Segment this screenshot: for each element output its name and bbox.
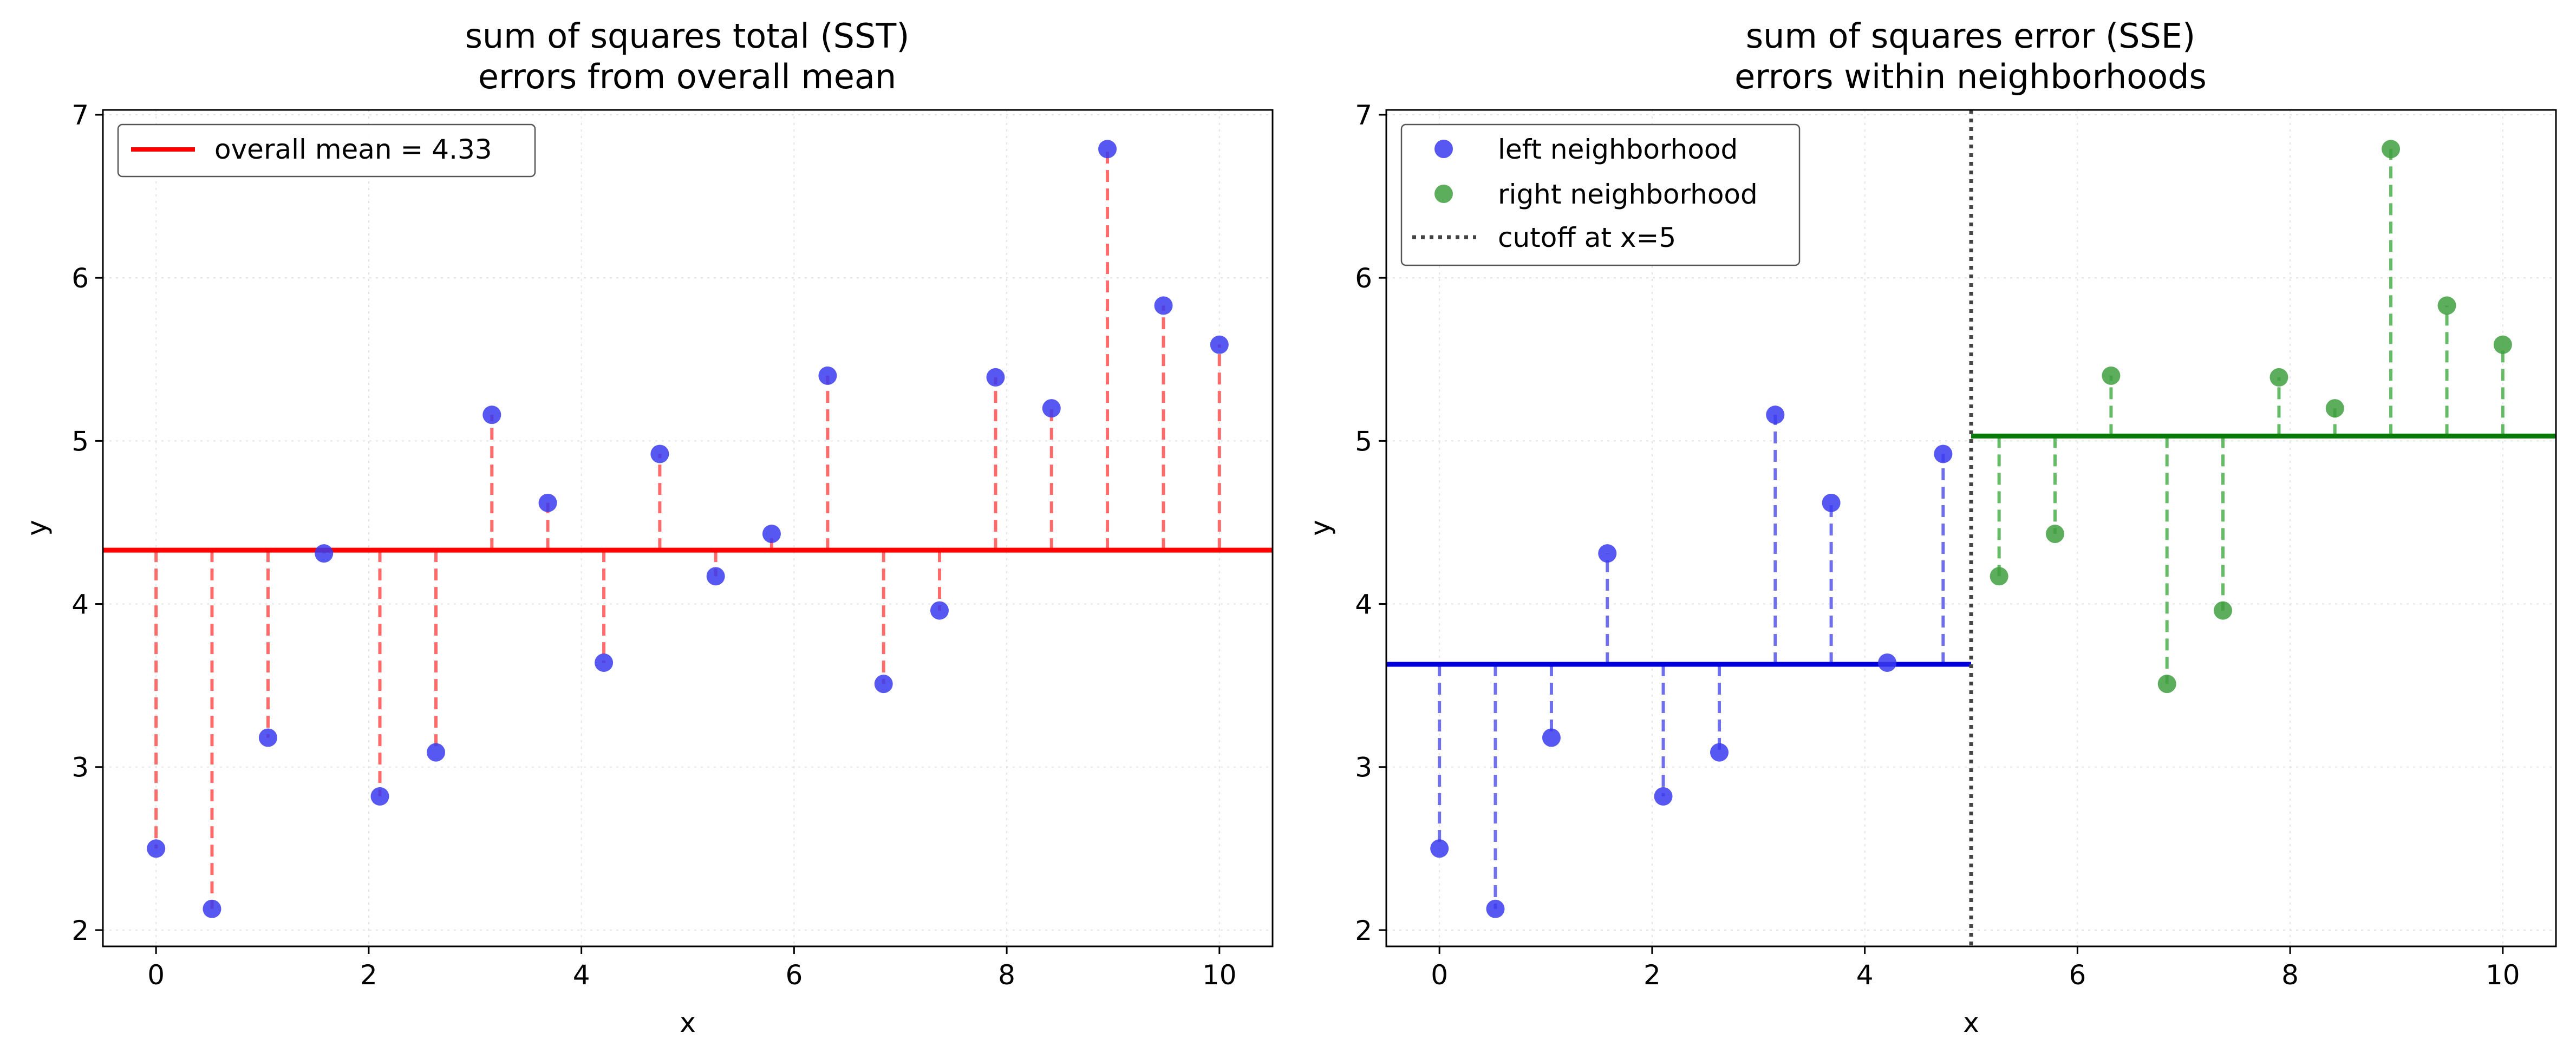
sse-ytick-label: 5 [1355, 426, 1372, 457]
sse-legend-left-label: left neighborhood [1498, 134, 1738, 165]
sst-data-point [1210, 335, 1229, 354]
sst-data-point [482, 406, 501, 424]
sst-xtick-label: 8 [998, 959, 1015, 991]
sse-ytick-label: 6 [1355, 263, 1372, 294]
sse-ytick-label: 7 [1355, 100, 1372, 131]
sse-ylabel: y [1305, 520, 1336, 536]
sst-ytick-label: 5 [71, 426, 89, 457]
sse-legend-right-label: right neighborhood [1498, 179, 1758, 210]
sse-panel: sum of squares error (SSE) errors within… [1305, 16, 2557, 1038]
sst-ytick-label: 3 [71, 752, 89, 783]
sst-data-point [1154, 296, 1173, 315]
sst-data-point [874, 675, 893, 694]
sst-legend-mean-label: overall mean = 4.33 [214, 134, 492, 165]
sse-legend-cutoff-label: cutoff at x=5 [1498, 222, 1676, 253]
sse-xtick-label: 6 [2069, 959, 2086, 991]
sst-ticks: 0 2 4 6 8 10 2 3 4 5 6 7 [71, 100, 1236, 991]
sse-right-point [2325, 399, 2344, 418]
sst-xtick-label: 6 [785, 959, 803, 991]
sst-data-point [706, 567, 725, 586]
sse-right-point [2102, 366, 2121, 385]
sse-right-point [2437, 296, 2456, 315]
sse-right-point [2213, 601, 2232, 620]
sst-xtick-label: 4 [573, 959, 590, 991]
sst-data-point [203, 899, 221, 918]
sse-left-point [1766, 406, 1785, 424]
sst-data-point [1042, 399, 1061, 418]
sse-left-point [1542, 728, 1561, 747]
sst-plot-frame [102, 109, 1274, 947]
sse-right-point [2493, 335, 2512, 354]
sse-xtick-label: 8 [2281, 959, 2299, 991]
sst-ytick-label: 6 [71, 263, 89, 294]
sst-plot-area [103, 110, 1273, 946]
sse-left-point [1598, 544, 1617, 563]
sse-subtitle: errors within neighborhoods [1734, 57, 2207, 96]
sse-legend: left neighborhood right neighborhood cut… [1400, 123, 1801, 266]
sse-left-point [1486, 899, 1505, 918]
sst-data-point [258, 728, 277, 747]
sse-legend-left-swatch [1434, 140, 1453, 158]
sse-title: sum of squares error (SSE) [1746, 16, 2195, 56]
sst-panel: sum of squares total (SST) errors from o… [21, 16, 1274, 1038]
sst-subtitle: errors from overall mean [478, 57, 896, 96]
sse-left-point [1878, 653, 1897, 672]
sse-left-point [1934, 444, 1953, 463]
sse-left-point [1710, 743, 1729, 762]
sst-ytick-label: 2 [71, 915, 89, 946]
sse-right-point [2270, 368, 2288, 387]
sst-marks [103, 140, 1273, 918]
sst-ylabel: y [21, 520, 53, 536]
sst-data-point [595, 653, 614, 672]
sse-ytick-label: 3 [1355, 752, 1372, 783]
sst-data-point [818, 366, 837, 385]
sse-xtick-label: 2 [1644, 959, 1661, 991]
sse-ytick-label: 4 [1355, 589, 1372, 620]
sse-right-point [2157, 675, 2176, 694]
sse-xtick-label: 10 [2486, 959, 2520, 991]
sse-left-point [1822, 493, 1841, 512]
sst-data-point [930, 601, 949, 620]
sse-legend-right-swatch [1434, 185, 1453, 203]
sst-ytick-label: 4 [71, 589, 89, 620]
sst-data-point [538, 493, 557, 512]
sst-xtick-label: 2 [360, 959, 377, 991]
sst-data-point [147, 839, 166, 858]
sse-right-point [2382, 140, 2401, 159]
sse-ytick-label: 2 [1355, 915, 1372, 946]
sst-xlabel: x [680, 1007, 696, 1038]
sst-xtick-label: 10 [1202, 959, 1237, 991]
sst-ytick-label: 7 [71, 100, 89, 131]
sse-left-point [1430, 839, 1449, 858]
sst-title: sum of squares total (SST) [465, 16, 910, 56]
sse-xlabel: x [1963, 1007, 1979, 1038]
sse-xtick-label: 0 [1431, 959, 1448, 991]
sse-right-point [1990, 567, 2008, 586]
sse-left-point [1654, 787, 1673, 806]
sst-legend: overall mean = 4.33 [117, 123, 536, 178]
sst-data-point [1098, 140, 1117, 159]
sst-data-point [427, 743, 446, 762]
sse-plot-frame [1385, 109, 2557, 947]
sst-legend-box [117, 123, 536, 178]
sse-xtick-label: 4 [1856, 959, 1874, 991]
sst-data-point [650, 444, 669, 463]
sst-xtick-label: 0 [147, 959, 165, 991]
sst-data-point [370, 787, 389, 806]
sst-grid [103, 110, 1273, 946]
sse-right-point [2045, 525, 2064, 544]
sst-data-point [315, 544, 334, 563]
sse-ticks: 0 2 4 6 8 10 2 3 4 5 6 7 [1355, 100, 2520, 991]
sse-marks [1386, 110, 2556, 946]
sst-data-point [986, 368, 1005, 387]
sse-legend-box [1400, 123, 1801, 266]
sst-data-point [762, 525, 781, 544]
